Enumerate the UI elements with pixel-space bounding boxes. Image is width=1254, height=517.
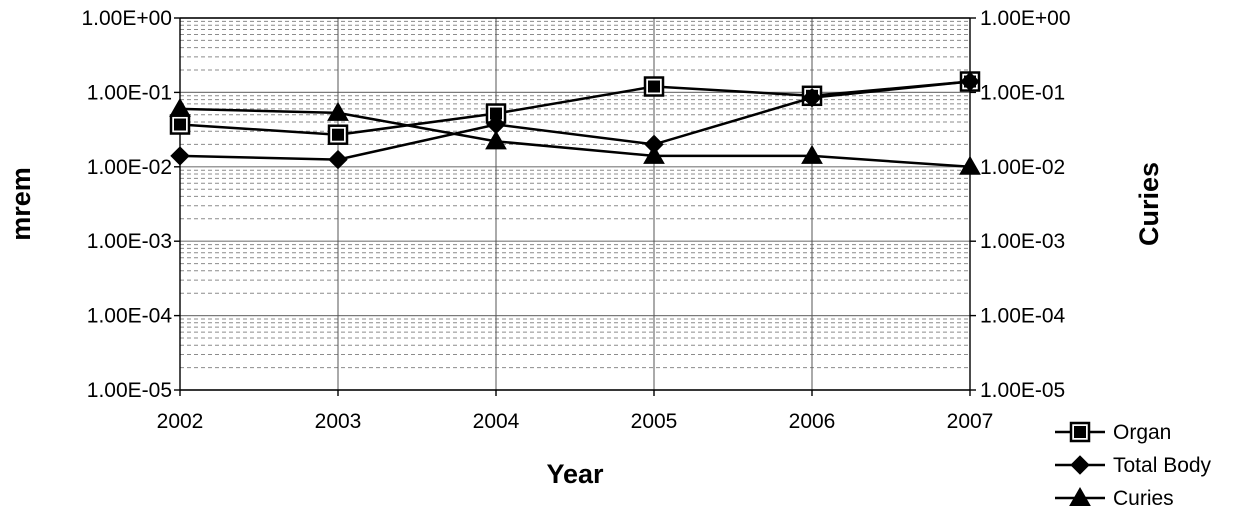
x-tick-label: 2004 bbox=[473, 410, 520, 433]
x-tick-label: 2003 bbox=[315, 410, 362, 433]
y-axis-title-left: mrem bbox=[6, 167, 36, 241]
y-tick-label-left: 1.00E-02 bbox=[87, 156, 172, 179]
x-tick-label: 2005 bbox=[631, 410, 678, 433]
point-organ bbox=[645, 78, 663, 96]
grid-layer bbox=[180, 18, 970, 390]
legend-item-curies: Curies bbox=[1055, 487, 1174, 510]
plot-area bbox=[180, 18, 970, 390]
y-tick-label-right: 1.00E-04 bbox=[980, 305, 1066, 328]
legend-item-total-body: Total Body bbox=[1055, 454, 1212, 477]
y-axis-title-right: Curies bbox=[1134, 162, 1164, 246]
point-organ-fill bbox=[174, 119, 186, 131]
legend-marker-total-body bbox=[1071, 456, 1089, 474]
legend-marker-organ bbox=[1071, 423, 1089, 441]
legend-marker-organ-fill bbox=[1074, 426, 1086, 438]
y-tick-label-left: 1.00E-01 bbox=[87, 81, 172, 104]
legend: Organ Total Body Curies bbox=[1055, 421, 1212, 510]
point-organ bbox=[329, 126, 347, 144]
y-tick-label-right: 1.00E+00 bbox=[980, 7, 1071, 30]
point-organ-fill bbox=[332, 129, 344, 141]
y-tick-label-right: 1.00E-02 bbox=[980, 156, 1065, 179]
legend-label-curies: Curies bbox=[1113, 487, 1174, 510]
y-tick-label-left: 1.00E+00 bbox=[81, 7, 172, 30]
y-tick-label-right: 1.00E-03 bbox=[980, 230, 1065, 253]
legend-label-organ: Organ bbox=[1113, 421, 1171, 444]
legend-item-organ: Organ bbox=[1055, 421, 1171, 444]
x-tick-label: 2002 bbox=[157, 410, 204, 433]
y-tick-label-left: 1.00E-05 bbox=[87, 379, 172, 402]
point-organ-fill bbox=[648, 81, 660, 93]
point-organ bbox=[171, 116, 189, 134]
y-tick-label-right: 1.00E-05 bbox=[980, 379, 1065, 402]
x-tick-label: 2006 bbox=[789, 410, 836, 433]
x-tick-label: 2007 bbox=[947, 410, 994, 433]
x-axis-title: Year bbox=[546, 459, 604, 489]
legend-label-total-body: Total Body bbox=[1113, 454, 1212, 477]
y-tick-label-left: 1.00E-03 bbox=[87, 230, 172, 253]
y-tick-label-right: 1.00E-01 bbox=[980, 81, 1065, 104]
y-tick-label-left: 1.00E-04 bbox=[87, 305, 173, 328]
